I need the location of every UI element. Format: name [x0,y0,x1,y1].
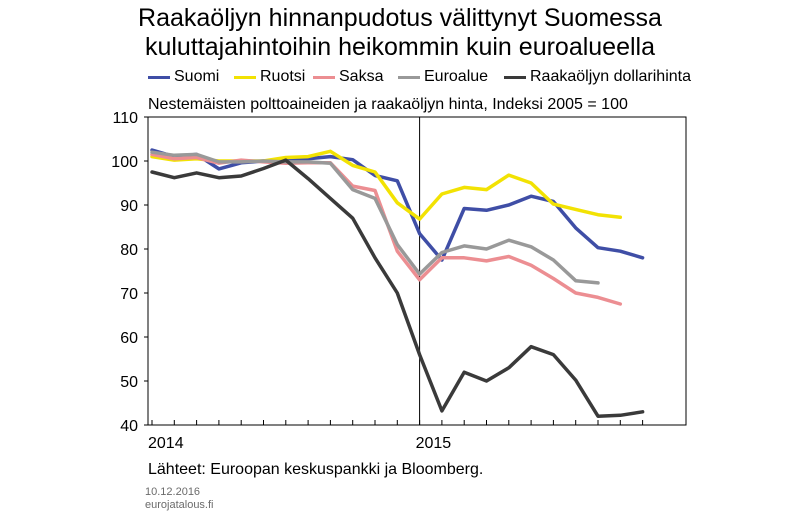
site-name: eurojatalous.fi [145,499,214,511]
legend-label-saksa: Saksa [339,68,384,85]
legend-item-ruotsi: Ruotsi [234,66,305,88]
y-tick-label: 50 [120,374,138,391]
legend-item-euroalue: Euroalue [398,66,488,88]
series-line-suomi [150,148,645,262]
x-tick-label: 2014 [148,435,184,452]
legend-label-suomi: Suomi [174,68,220,85]
legend-swatch-raakaoljy [504,75,526,79]
legend-swatch-saksa [313,75,335,79]
legend-item-saksa: Saksa [313,66,383,88]
y-tick-label: 90 [120,198,138,215]
legend-label-raakaoljy: Raakaöljyn dollarihinta [530,68,691,85]
legend-item-raakaoljy: Raakaöljyn dollarihinta [504,66,691,88]
x-tick-label: 2015 [416,435,452,452]
chart-title-line1: Raakaöljyn hinnanpudotus välittynyt Suom… [138,4,662,32]
legend: Suomi Ruotsi Saksa Euroalue Raakaöljyn d… [0,66,800,88]
series-line-raakaoljy [150,158,645,418]
legend-label-ruotsi: Ruotsi [260,68,306,85]
y-tick-label: 70 [120,286,138,303]
y-tick-label: 60 [120,330,138,347]
series-line-euroalue [150,150,600,285]
legend-label-euroalue: Euroalue [424,68,489,85]
y-tick-label: 110 [112,110,138,127]
legend-swatch-euroalue [398,75,420,79]
y-tick-label: 80 [120,242,138,259]
legend-item-suomi: Suomi [148,66,219,88]
chart-title-line2: kuluttajahintoihin heikommin kuin euroal… [144,33,656,61]
chart-subtitle: Nestemäisten polttoaineiden ja raakaöljy… [148,96,628,113]
publish-date: 10.12.2016 [145,486,201,498]
source-note: Lähteet: Euroopan keskuspankki ja Bloomb… [148,461,484,478]
plot-frame [147,116,687,426]
y-tick-label: 100 [111,154,138,171]
y-tick-label: 40 [120,418,138,435]
legend-swatch-ruotsi [234,75,256,79]
legend-swatch-suomi [148,75,170,79]
